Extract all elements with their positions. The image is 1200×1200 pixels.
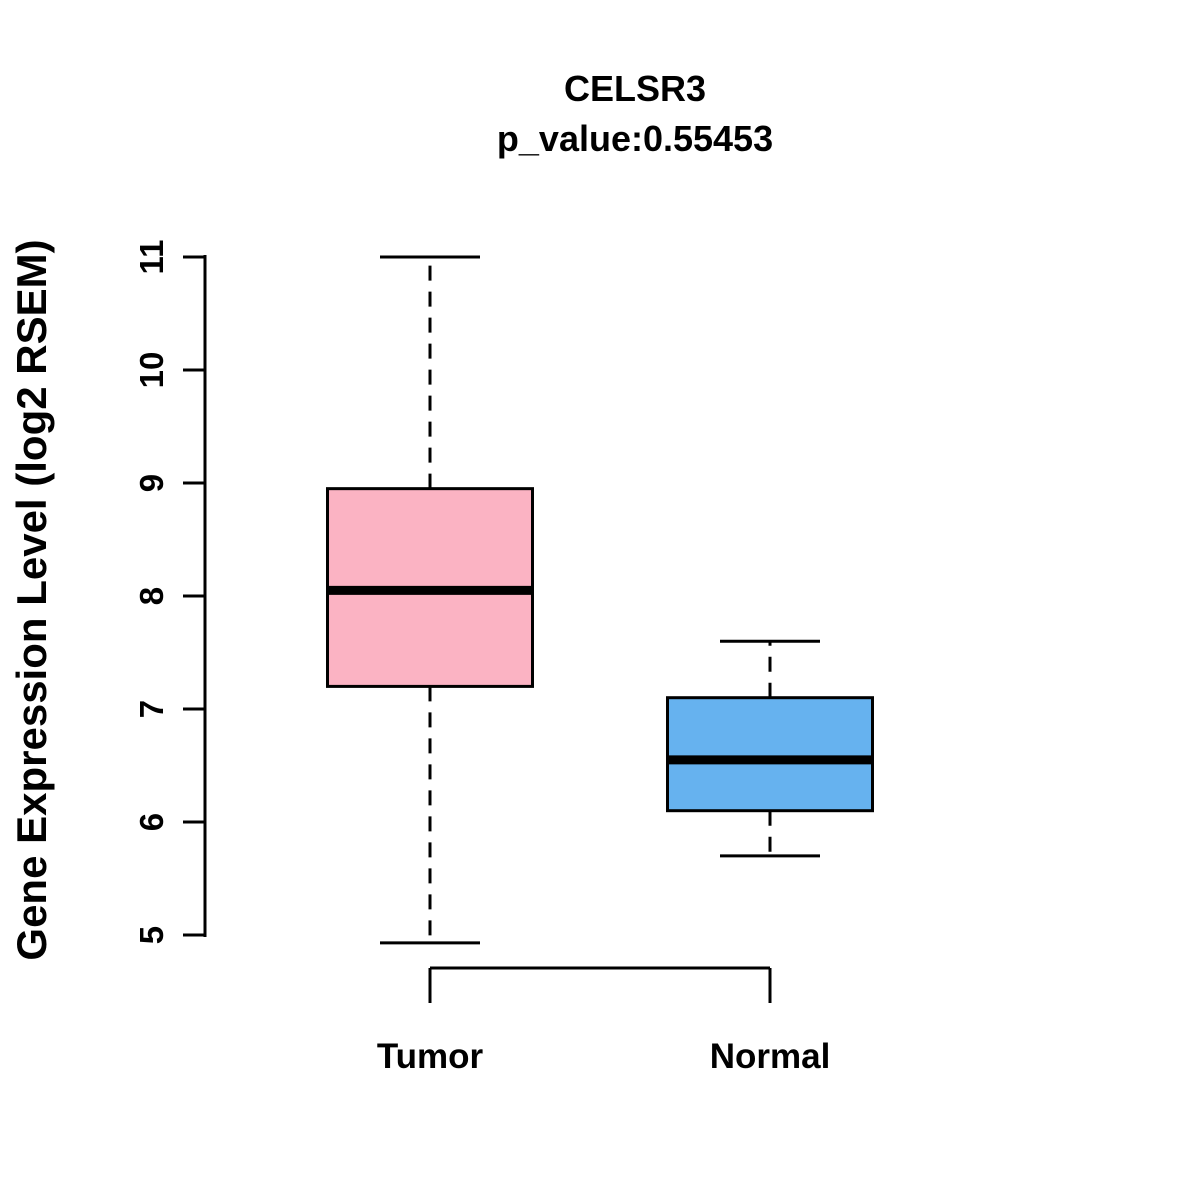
- x-category-label-tumor: Tumor: [377, 1037, 484, 1076]
- y-tick-label: 8: [133, 587, 170, 605]
- y-tick-label: 9: [133, 474, 170, 492]
- chart-title: CELSR3: [563, 68, 707, 109]
- x-category-label-normal: Normal: [710, 1037, 831, 1076]
- y-tick-label: 7: [133, 700, 170, 718]
- y-tick-label: 6: [133, 813, 170, 831]
- y-tick-label: 11: [133, 240, 170, 275]
- y-tick-label: 10: [133, 352, 170, 389]
- box-normal: [666, 696, 874, 813]
- y-tick-label: 5: [133, 926, 170, 944]
- chart-subtitle-pvalue: p_value:0.55453: [496, 118, 774, 159]
